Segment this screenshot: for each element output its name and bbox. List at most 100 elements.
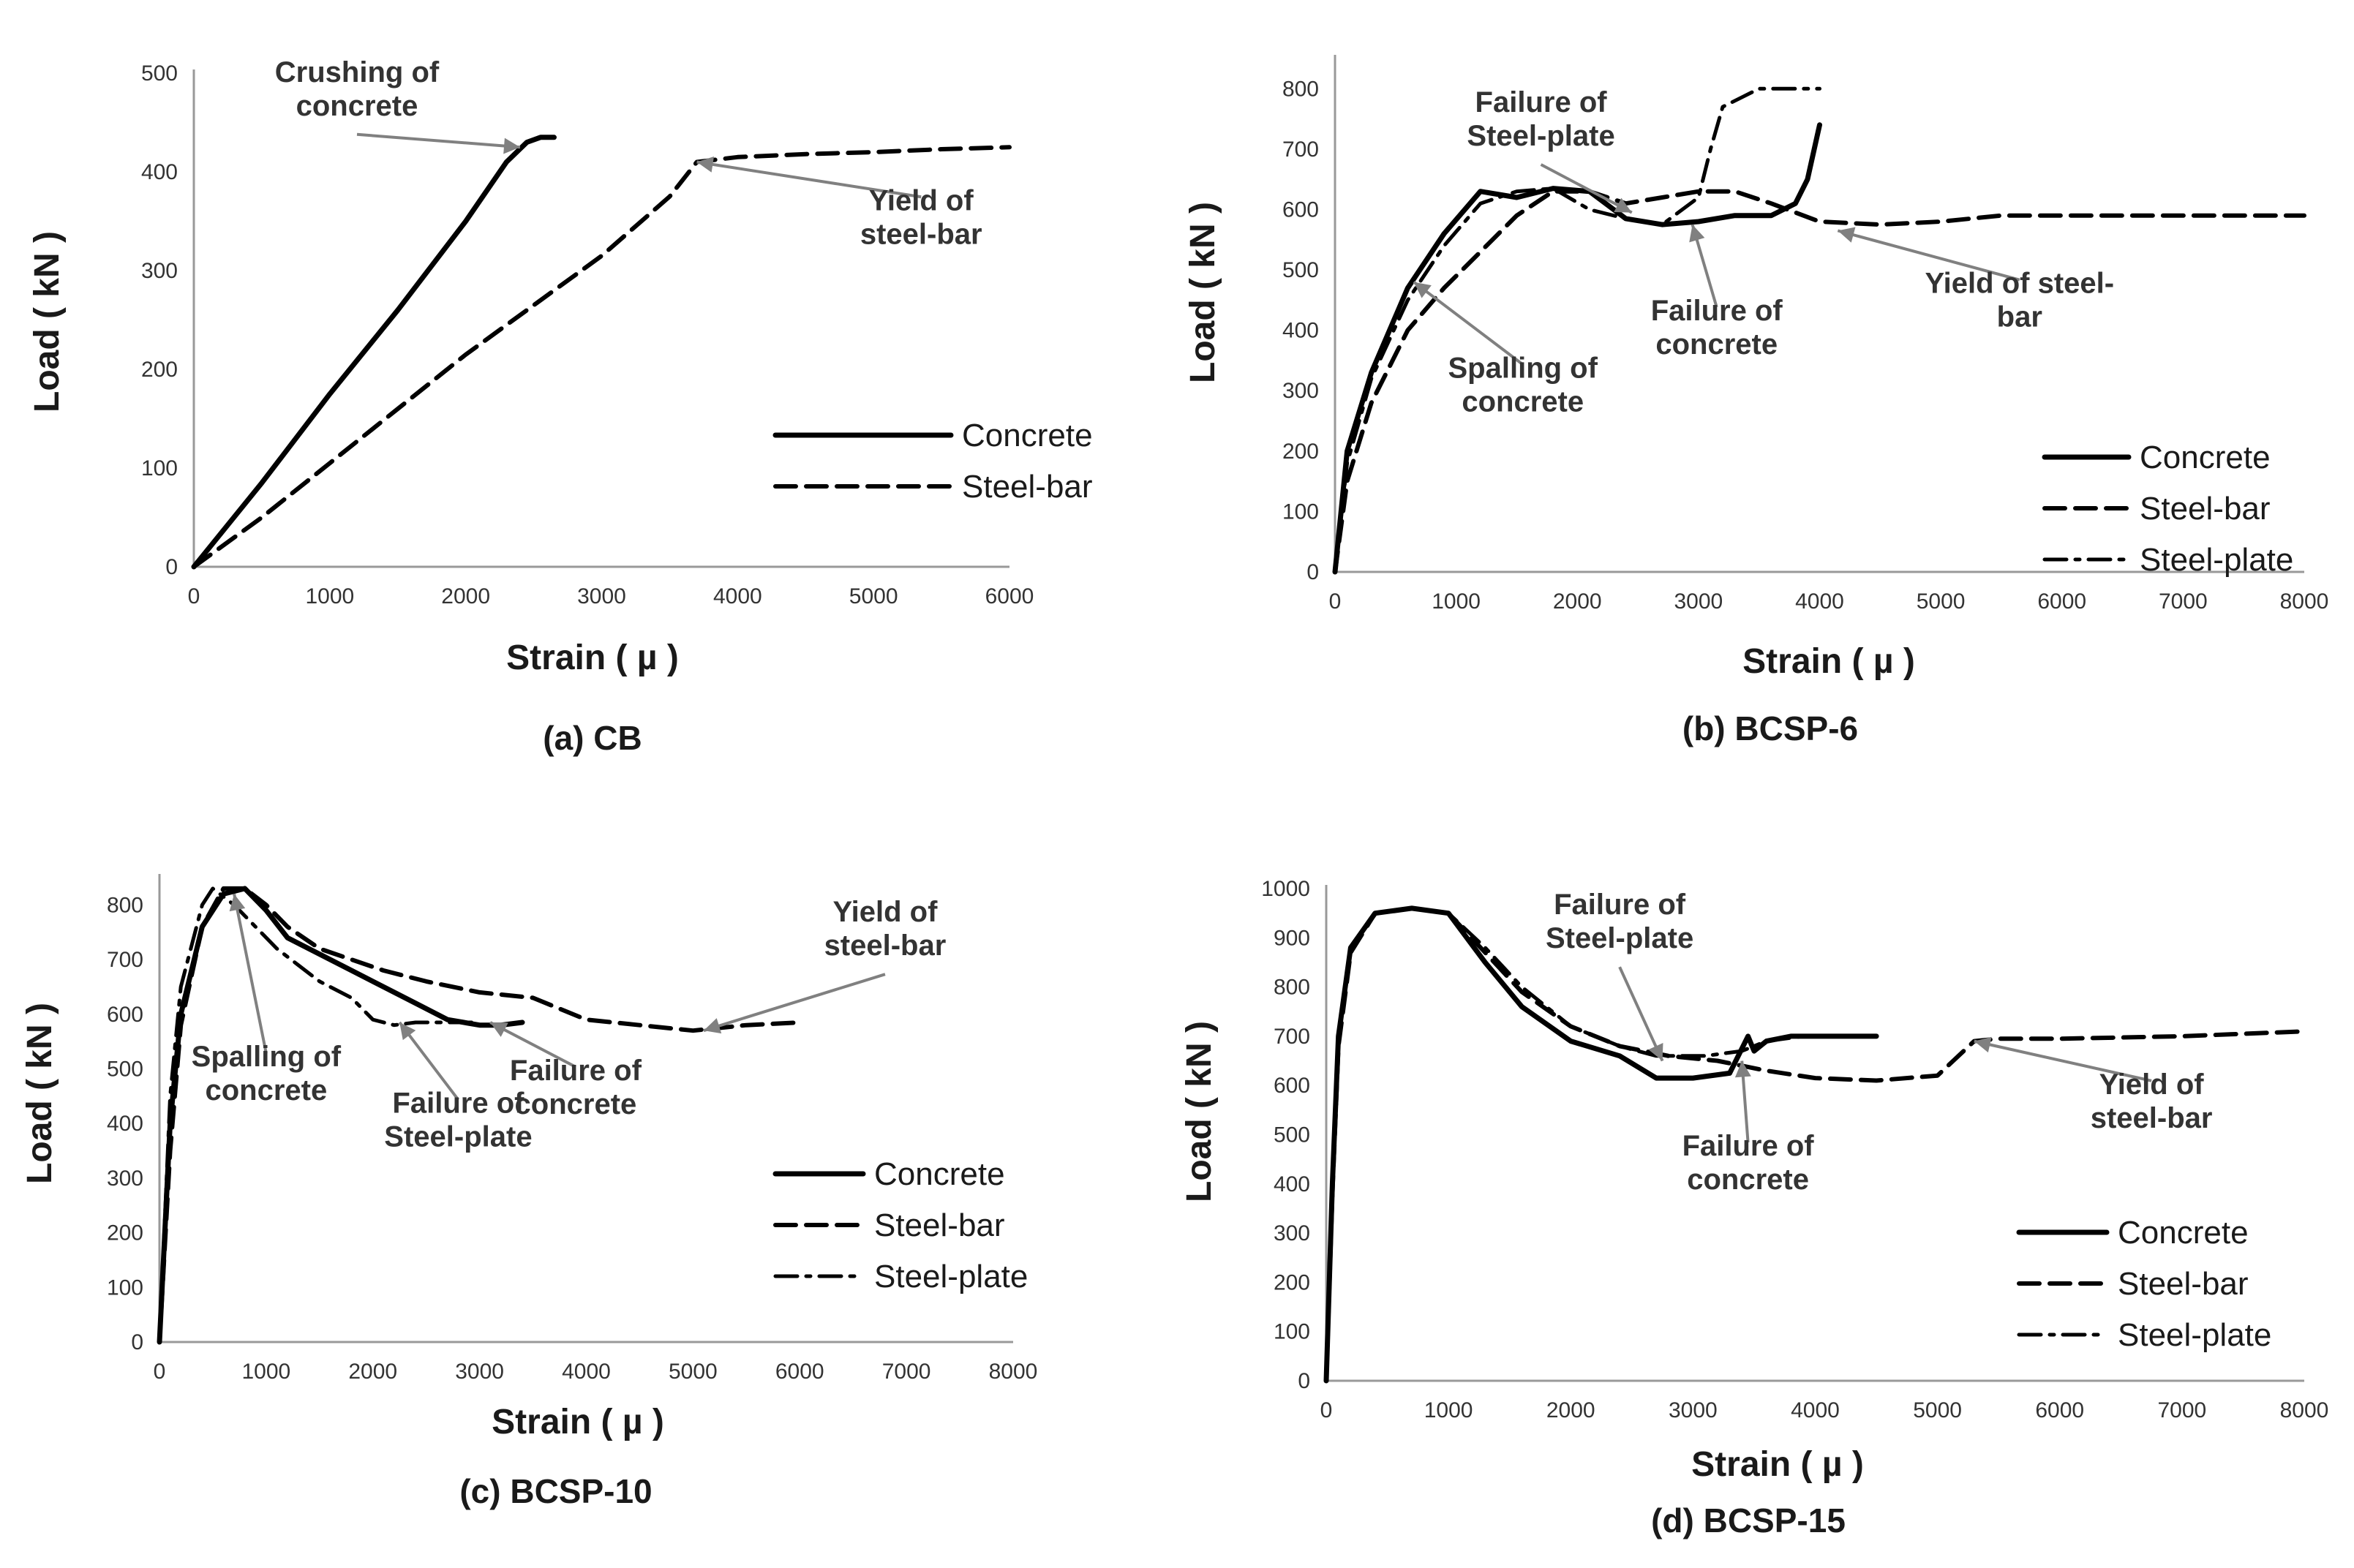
annotation-arrowhead [1974, 1036, 1992, 1053]
series-steel-bar [1324, 905, 2306, 1383]
y-tick-label: 500 [1282, 258, 1319, 282]
legend-label-concrete: Concrete [962, 418, 1093, 453]
annotation-arrow [1837, 229, 2020, 282]
annotation-arrowhead [229, 894, 246, 912]
y-tick-label: 500 [1274, 1123, 1310, 1147]
annotation-arrowhead [1648, 1042, 1663, 1061]
annotation-arrowhead [1838, 227, 1856, 243]
annotation-arrow [1413, 280, 1524, 366]
x-tick-label: 8000 [989, 1360, 1038, 1384]
legend-label-steel-plate: Steel-plate [2140, 542, 2293, 578]
x-tick-label: 0 [188, 584, 200, 608]
x-tick-label: 3000 [1674, 589, 1723, 614]
annotation-label: Yield of steel-bar [2091, 1068, 2213, 1134]
y-tick-label: 700 [107, 948, 143, 972]
chart-caption: (c) BCSP-10 [459, 1472, 652, 1510]
annotation-arrow [233, 894, 268, 1054]
x-tick-label: 4000 [1795, 589, 1844, 614]
annotation-arrow [1540, 163, 1633, 214]
y-tick-label: 100 [141, 456, 178, 480]
x-tick-label: 2000 [441, 584, 490, 608]
annotation-arrowhead [399, 1022, 416, 1041]
y-axis-title: Load ( kN ) [20, 1003, 59, 1184]
y-tick-label: 500 [107, 1057, 143, 1081]
series-steel-bar [192, 145, 1012, 569]
annotation-arrow [1974, 1039, 2152, 1082]
y-tick-label: 0 [1298, 1369, 1310, 1393]
y-tick-label: 100 [1282, 500, 1319, 524]
y-tick-label: 600 [1282, 197, 1319, 222]
legend-label-concrete: Concrete [2118, 1215, 2249, 1251]
series-steel-plate [157, 886, 482, 1344]
y-tick-label: 200 [107, 1221, 143, 1245]
y-tick-label: 400 [1282, 319, 1319, 343]
series-steel-bar [1333, 189, 2306, 574]
chart-3: 0 100 200 300 400 500 600 700 800 900 1000 0 1000 200… [1180, 877, 2328, 1539]
y-tick-label: 200 [141, 358, 178, 382]
x-tick-label: 4000 [713, 584, 762, 608]
legend-label-steel-plate: Steel-plate [874, 1259, 1028, 1294]
series-steel-plate [1333, 86, 1821, 574]
y-tick-label: 0 [1306, 560, 1319, 584]
x-tick-label: 1000 [242, 1360, 291, 1384]
annotation-label: Yield of steel-bar [1925, 268, 2114, 333]
series-steel-bar [157, 886, 802, 1344]
annotation-label: Failure of Steel-plate [384, 1088, 532, 1153]
annotation-arrow [1618, 966, 1664, 1062]
annotation-arrowhead [1689, 225, 1705, 243]
annotation-arrowhead [1734, 1060, 1751, 1078]
y-tick-label: 100 [107, 1275, 143, 1300]
x-axis-title: Strain ( µ ) [492, 1403, 664, 1441]
annotation-arrow [356, 132, 521, 149]
x-tick-label: 7000 [2158, 1398, 2207, 1422]
annotation-label: Spalling of concrete [1448, 352, 1598, 418]
legend-label-steel-bar: Steel-bar [962, 469, 1093, 505]
annotation-label: Failure of Steel-plate [1467, 86, 1614, 152]
y-tick-label: 900 [1274, 926, 1310, 950]
chart-caption: (b) BCSP-6 [1682, 709, 1858, 747]
annotation-label: Failure of concrete [1682, 1130, 1815, 1196]
y-tick-label: 100 [1274, 1320, 1310, 1344]
annotation-arrow [703, 973, 886, 1033]
y-tick-label: 300 [107, 1166, 143, 1191]
y-tick-label: 0 [165, 555, 178, 579]
annotation-arrow [398, 1021, 460, 1101]
y-tick-label: 800 [107, 893, 143, 917]
legend-label-concrete: Concrete [2140, 440, 2271, 475]
y-tick-label: 700 [1282, 137, 1319, 162]
x-tick-label: 0 [1320, 1398, 1333, 1422]
annotation-arrowhead [1413, 282, 1432, 298]
x-tick-label: 2000 [1553, 589, 1602, 614]
y-axis-title: Load ( kN ) [1184, 202, 1222, 383]
x-tick-label: 5000 [669, 1360, 718, 1384]
annotation-label: Failure of Steel-plate [1546, 889, 1693, 954]
x-tick-label: 6000 [985, 584, 1034, 608]
y-axis-title: Load ( kN ) [28, 231, 67, 412]
annotation-arrowhead [503, 137, 520, 154]
x-tick-label: 8000 [2280, 1398, 2329, 1422]
x-tick-label: 0 [154, 1360, 166, 1384]
annotation-label: Yield of steel-bar [860, 184, 982, 250]
x-tick-label: 5000 [1913, 1398, 1962, 1422]
x-axis-title: Strain ( µ ) [506, 638, 679, 677]
x-tick-label: 6000 [2037, 589, 2086, 614]
y-tick-label: 1000 [1261, 877, 1310, 901]
x-tick-label: 7000 [2159, 589, 2208, 614]
y-tick-label: 500 [141, 61, 178, 86]
y-tick-label: 400 [141, 160, 178, 184]
x-tick-label: 1000 [305, 584, 354, 608]
annotation-arrow [696, 160, 922, 199]
chart-caption: (a) CB [543, 719, 642, 757]
annotation-arrowhead [490, 1022, 508, 1037]
legend-label-steel-bar: Steel-bar [874, 1207, 1005, 1243]
annotation-arrowhead [696, 157, 715, 173]
legend-label-concrete: Concrete [874, 1156, 1005, 1192]
legend-label-steel-bar: Steel-bar [2118, 1266, 2249, 1302]
x-tick-label: 5000 [1917, 589, 1966, 614]
y-tick-label: 800 [1274, 976, 1310, 1000]
x-tick-label: 6000 [775, 1360, 824, 1384]
series-concrete [191, 135, 557, 570]
